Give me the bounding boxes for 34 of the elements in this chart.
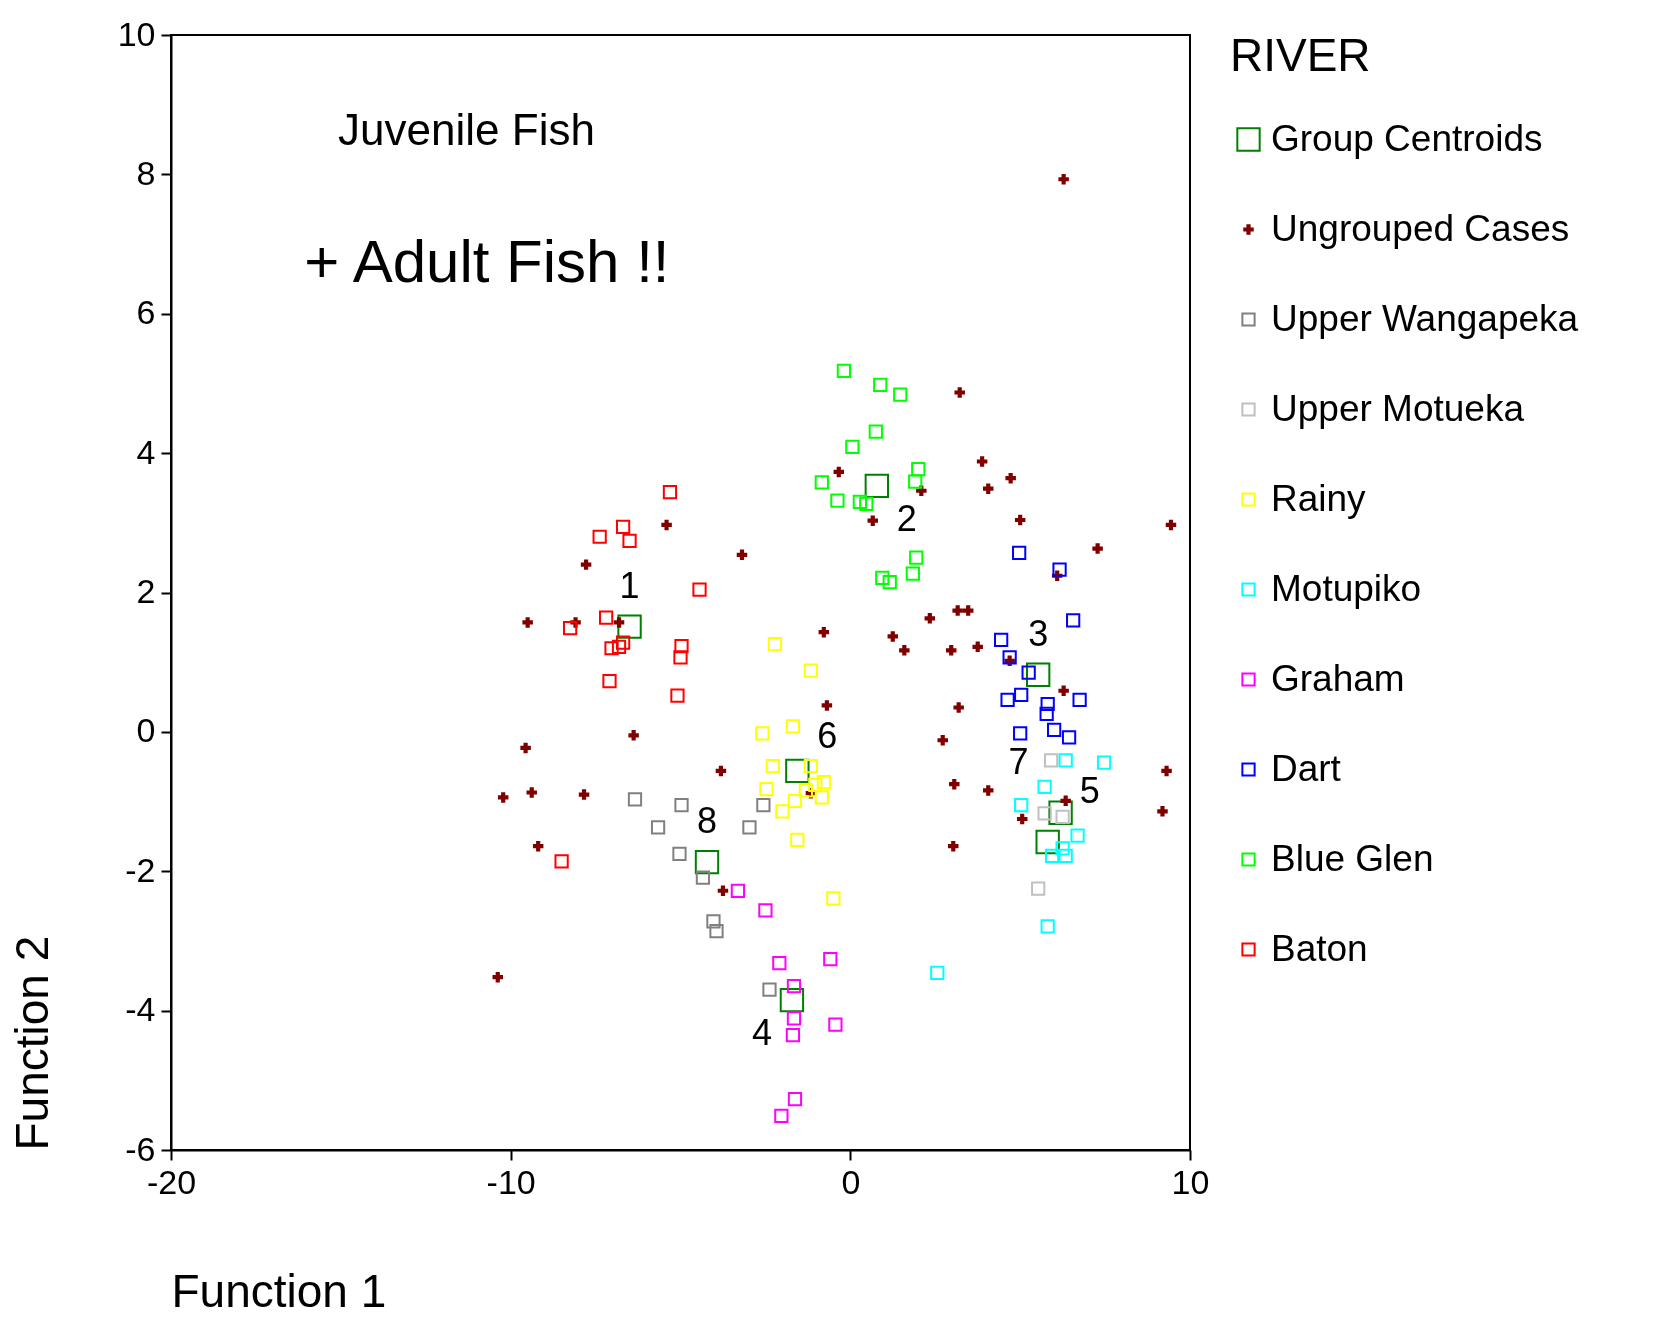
x-axis-title: Function 1	[171, 1264, 387, 1317]
legend-label: Motupiko	[1271, 567, 1422, 609]
legend-label: Ungrouped Cases	[1271, 207, 1570, 249]
legend-label: Graham	[1271, 657, 1405, 699]
legend-label: Blue Glen	[1271, 837, 1434, 879]
legend-label: Dart	[1271, 747, 1342, 789]
legend-label: Upper Wangapeka	[1271, 297, 1579, 339]
legend-label: Rainy	[1271, 477, 1367, 519]
annotation: 1	[619, 564, 640, 606]
annotation: + Adult Fish !!	[304, 227, 670, 295]
annotation: 3	[1028, 612, 1049, 654]
y-tick-label: 8	[136, 153, 156, 192]
annotation: 6	[817, 714, 838, 756]
annotation: 7	[1008, 740, 1029, 782]
legend-title: RIVER	[1230, 29, 1371, 81]
x-tick-label: 10	[1171, 1162, 1210, 1201]
annotation: 2	[896, 497, 917, 539]
annotation: 5	[1079, 769, 1100, 811]
legend-label: Upper Motueka	[1271, 387, 1525, 429]
y-tick-label: 4	[136, 432, 156, 471]
annotation: Juvenile Fish	[338, 105, 595, 155]
legend-label: Baton	[1271, 927, 1368, 969]
x-tick-label: -10	[486, 1162, 536, 1201]
y-tick-label: 6	[136, 293, 156, 332]
annotation: 8	[696, 800, 718, 842]
y-axis-title: Function 2	[5, 935, 58, 1151]
y-tick-label: 0	[136, 711, 156, 750]
x-tick-label: 0	[841, 1162, 861, 1201]
legend-label: Group Centroids	[1271, 117, 1543, 159]
y-tick-label: -2	[125, 850, 156, 889]
y-tick-label: 2	[136, 572, 156, 610]
annotation: 4	[751, 1012, 772, 1054]
y-tick-label: 10	[117, 14, 156, 53]
y-tick-label: -4	[125, 990, 156, 1029]
